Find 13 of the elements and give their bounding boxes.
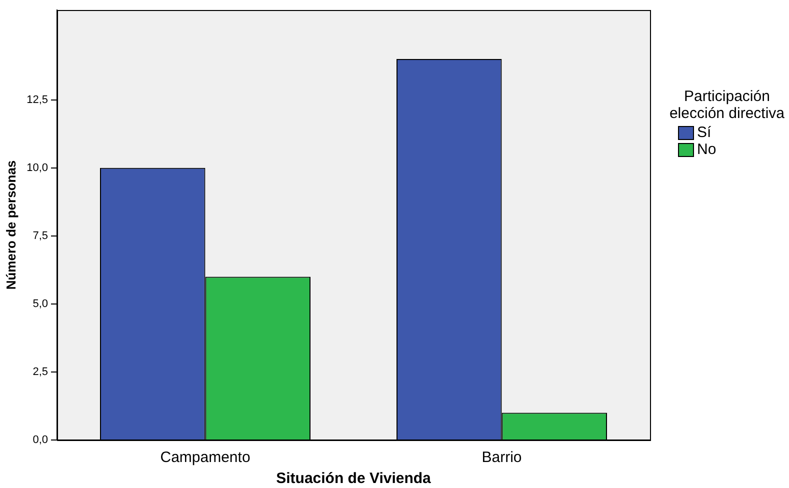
x-tick-label: Campamento xyxy=(160,449,250,466)
x-tick-label: Barrio xyxy=(482,449,522,466)
y-tick-label: 7,5 xyxy=(32,230,48,242)
legend-label: No xyxy=(697,141,716,158)
y-tick-label: 12,5 xyxy=(26,94,48,106)
y-tick-label: 0,0 xyxy=(32,434,48,446)
y-axis-title: Número de personas xyxy=(3,160,18,290)
y-tick-label: 2,5 xyxy=(32,366,48,378)
legend-title: Participación elección directiva xyxy=(668,88,786,122)
legend-label: Sí xyxy=(697,124,712,141)
y-tick-label: 5,0 xyxy=(32,298,48,310)
y-tick-label: 10,0 xyxy=(26,162,48,174)
x-axis-title: Situación de Vivienda xyxy=(276,470,432,488)
